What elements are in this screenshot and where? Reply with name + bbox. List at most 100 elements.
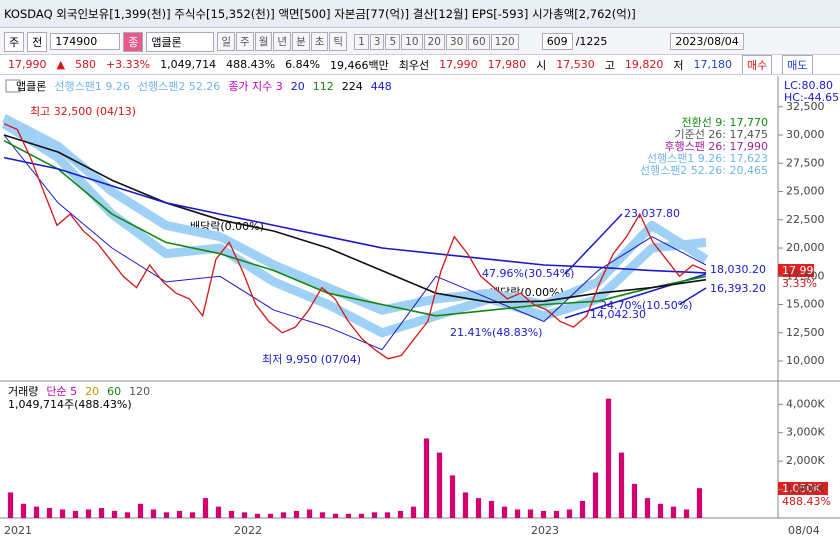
- interval-button[interactable]: 월: [254, 32, 273, 51]
- y-tick-label: 15,000: [786, 298, 825, 311]
- interval-button[interactable]: 년: [273, 32, 292, 51]
- volume-bar: [150, 509, 157, 518]
- kind-badge[interactable]: 종: [123, 31, 144, 52]
- legend-item: 거래량: [8, 385, 38, 398]
- date-input[interactable]: 2023/08/04: [670, 33, 744, 50]
- price-tag-rate: 3.33%: [782, 277, 817, 290]
- indicator-line: [3, 134, 707, 304]
- lag-label: 후행스팬 26: 17,990: [664, 140, 768, 153]
- buy-button[interactable]: 매수: [742, 55, 773, 74]
- number-button[interactable]: 120: [490, 33, 519, 50]
- indicator-line: [3, 156, 707, 274]
- volume-bar: [566, 509, 573, 518]
- span2-label: 선행스팬2 52.26: 20,465: [640, 164, 768, 177]
- interval-button[interactable]: 일: [217, 32, 236, 51]
- volume-bar: [358, 513, 365, 518]
- volume-bar: [501, 506, 508, 518]
- change: 580: [74, 58, 96, 71]
- y-tick-label: 32,500: [786, 100, 825, 113]
- number-button[interactable]: 30: [445, 33, 468, 50]
- high-label: 고: [604, 58, 615, 72]
- number-button[interactable]: 1: [354, 33, 369, 50]
- legend-item: 112: [313, 80, 334, 93]
- volume-bar: [7, 492, 14, 518]
- volume-bar: [605, 398, 612, 518]
- interval-button[interactable]: 초: [310, 32, 329, 51]
- high-label: 최고 32,500 (04/13): [30, 105, 136, 118]
- y-tick-label: 27,500: [786, 156, 825, 169]
- prev-button[interactable]: 전: [27, 31, 48, 52]
- volume-tag: [778, 482, 828, 495]
- volume-bar: [345, 513, 352, 518]
- info-bar: KOSDAQ 외국인보유[1,399(천)] 주식수[15,352(천)] 액면…: [0, 0, 840, 28]
- volume-bar: [72, 510, 79, 518]
- price: 17,990: [8, 58, 47, 71]
- legend-item: 20: [85, 385, 99, 398]
- trend-value: 24.70%(10.50%): [600, 299, 692, 312]
- amount: 19,466백만: [330, 58, 389, 72]
- volume-bar: [527, 509, 534, 518]
- number-button[interactable]: 3: [369, 33, 385, 50]
- volume-bar: [462, 492, 469, 518]
- ask: 17,990: [439, 58, 478, 71]
- number-button[interactable]: 20: [423, 33, 445, 50]
- volume-bar: [163, 512, 170, 518]
- low-label: 저: [673, 58, 684, 72]
- volume-bar: [384, 512, 391, 518]
- sell-button[interactable]: 매도: [782, 55, 813, 74]
- volume-bar: [59, 509, 66, 518]
- interval-button[interactable]: 주: [236, 32, 254, 51]
- indicator-line: [3, 134, 707, 351]
- volume-bar: [306, 509, 313, 518]
- volume-bar: [410, 506, 417, 518]
- y-tick-label: 10,000: [786, 354, 825, 367]
- legend-item: 224: [342, 80, 363, 93]
- volume-bar: [579, 500, 586, 518]
- stock-info: KOSDAQ 외국인보유[1,399(천)] 주식수[15,352(천)] 액면…: [4, 6, 636, 21]
- number-button[interactable]: 5: [385, 33, 401, 50]
- y-tick-label: 22,500: [786, 213, 825, 226]
- volume-bar: [280, 512, 287, 518]
- interval-button[interactable]: 분: [292, 32, 310, 51]
- volume-bar: [631, 483, 638, 518]
- name-input[interactable]: 앱클론: [146, 31, 215, 52]
- volume-bar: [85, 509, 92, 518]
- y-tick-label: 12,500: [786, 326, 825, 339]
- volume-bar: [215, 506, 222, 518]
- volume-bar: [644, 498, 651, 518]
- period-select[interactable]: 주: [4, 31, 25, 52]
- volume-bar: [397, 510, 404, 518]
- volume-bar: [696, 488, 703, 518]
- high: 19,820: [624, 58, 664, 71]
- number-button[interactable]: 10: [401, 33, 423, 50]
- interval-button[interactable]: 틱: [329, 32, 348, 51]
- volume-bar: [124, 512, 131, 518]
- rate: +3.33%: [105, 58, 151, 71]
- trend-value: 16,393.20: [710, 282, 766, 295]
- y-tick-label: 17,500: [786, 269, 825, 282]
- volume-bar: [683, 509, 690, 518]
- legend-item: 선행스팬1 9.26: [54, 80, 129, 93]
- count-input[interactable]: 609: [541, 33, 573, 50]
- volume-bar: [254, 513, 261, 518]
- volume-bar: [189, 512, 196, 518]
- number-button[interactable]: 60: [468, 33, 490, 50]
- number-group: 1 3 5 10 20 30 60 120: [354, 33, 519, 50]
- quote-bar: 17,990 ▲ 580 +3.33% 1,049,714 488.43% 6.…: [0, 54, 840, 75]
- volume-bar: [449, 475, 456, 518]
- volume-bar: [20, 503, 27, 518]
- code-input[interactable]: 174900: [50, 33, 121, 50]
- y-tick-label: 2,000K: [786, 454, 825, 467]
- y-tick-label: 25,000: [786, 185, 825, 198]
- volume-rate: 488.43%: [226, 58, 276, 71]
- volume-bar: [46, 508, 53, 518]
- y-tick-label: 30,000: [786, 128, 825, 141]
- volume-tag-label: 1,050K: [782, 482, 821, 495]
- annotations: 최고 32,500 (04/13) 최저 9,950 (07/04) 배당락(0…: [8, 79, 839, 508]
- price-tag-label: 17,990: [782, 264, 821, 277]
- trend-value: 18,030.20: [710, 263, 766, 276]
- legend-item: 20: [291, 80, 305, 93]
